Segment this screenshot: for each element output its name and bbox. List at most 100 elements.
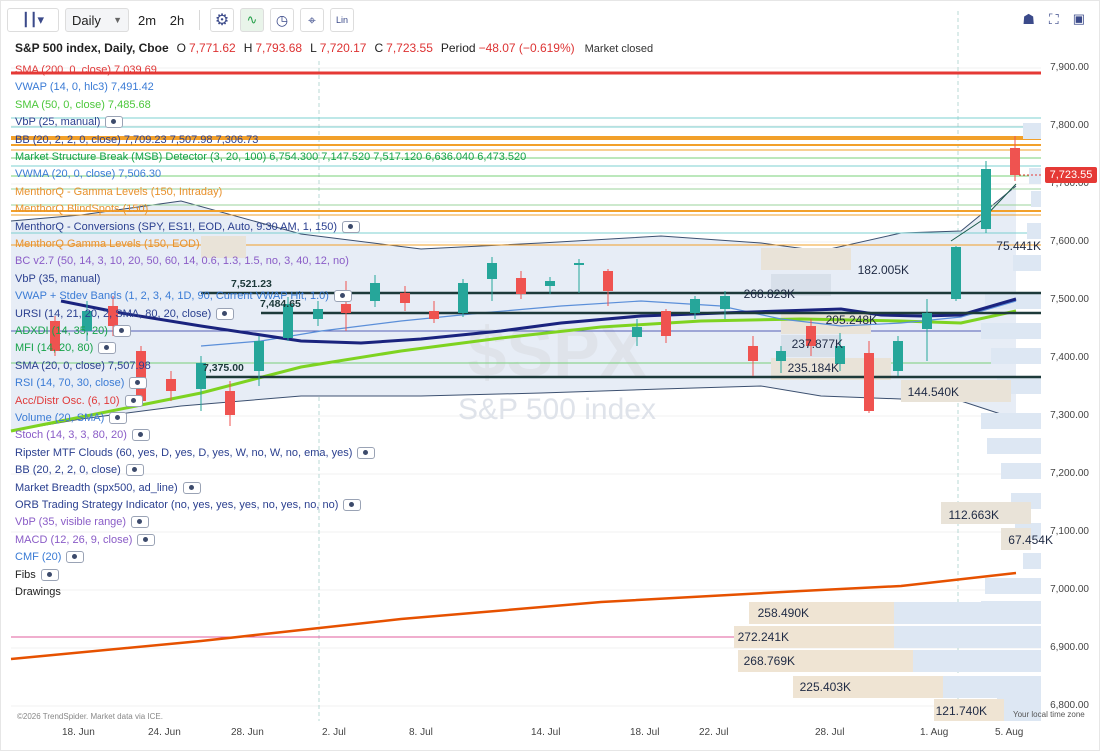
indicator-row[interactable]: SMA (20, 0, close) 7,507.98 (15, 359, 151, 373)
candle-body[interactable] (748, 346, 758, 361)
indicator-row[interactable]: VbP (35, visible range) (15, 515, 150, 529)
candle-body[interactable] (864, 353, 874, 411)
candle-body[interactable] (458, 283, 468, 313)
eye-icon[interactable] (125, 464, 144, 477)
indicator-row[interactable]: VWAP + Stdev Bands (1, 2, 3, 4, 1D, 90, … (15, 289, 352, 303)
interval-2h-button[interactable]: 2h (169, 12, 185, 28)
indicator-row[interactable]: BB (20, 2, 2, 0, close) 7,709.23 7,507.9… (15, 133, 258, 147)
eye-icon[interactable] (129, 377, 148, 390)
candle-body[interactable] (922, 313, 932, 329)
chart-type-button[interactable]: ┃┃▾ (7, 8, 59, 32)
indicator-row[interactable]: ORB Trading Strategy Indicator (no, yes,… (15, 498, 362, 512)
candle-body[interactable] (225, 391, 235, 415)
indicator-row[interactable]: ADXDI (14, 35, 20) (15, 324, 131, 338)
candle-body[interactable] (108, 306, 118, 326)
eye-icon[interactable] (342, 220, 361, 233)
indicator-row[interactable]: Acc/Distr Osc. (6, 10) (15, 394, 143, 408)
candle-body[interactable] (835, 346, 845, 364)
candle-body[interactable] (981, 169, 991, 229)
candle-body[interactable] (574, 263, 584, 265)
candle-body[interactable] (893, 341, 903, 371)
candle-body[interactable] (661, 311, 671, 336)
indicator-row[interactable]: Volume (20, SMA) (15, 411, 128, 425)
indicator-row[interactable]: VWMA (20, 0, close) 7,506.30 (15, 167, 161, 181)
candle-body[interactable] (487, 263, 497, 279)
indicator-row[interactable]: SMA (50, 0, close) 7,485.68 (15, 98, 151, 112)
indicator-row[interactable]: RSI (14, 70, 30, close) (15, 376, 148, 390)
eye-icon[interactable] (124, 394, 143, 407)
candle-body[interactable] (1010, 148, 1020, 175)
eye-icon[interactable] (137, 533, 156, 546)
indicator-row[interactable]: CMF (20) (15, 550, 85, 564)
fullscreen-icon[interactable]: ⛶ (1048, 11, 1059, 27)
eye-icon[interactable] (40, 568, 59, 581)
vwap-line[interactable] (60, 297, 1017, 345)
candle-body[interactable] (776, 351, 786, 361)
interval-select[interactable]: Daily ▼ (65, 8, 129, 32)
candle-body[interactable] (370, 283, 380, 301)
eye-icon[interactable] (216, 307, 235, 320)
indicator-row[interactable]: MenthorQ - Conversions (SPY, ES1!, EOD, … (15, 220, 361, 234)
candle-body[interactable] (196, 363, 206, 389)
candle-body[interactable] (136, 351, 146, 401)
indicator-row[interactable]: MenthorQ - Gamma Levels (150, Intraday) (15, 185, 222, 199)
candle-body[interactable] (166, 379, 176, 391)
indicator-row[interactable]: VbP (35, manual) (15, 272, 100, 286)
replay-button[interactable]: ◷ (270, 8, 294, 32)
indicator-row[interactable]: BC v2.7 (50, 14, 3, 10, 20, 50, 60, 14, … (15, 254, 349, 268)
candle-body[interactable] (429, 311, 439, 319)
indicator-row[interactable]: URSI (14, 21, 20, 2, SMA, 80, 20, close) (15, 307, 235, 321)
eye-icon[interactable] (105, 116, 124, 129)
indicator-row[interactable]: SMA (200, 0, close) 7,039.69 (15, 63, 157, 77)
candle-body[interactable] (516, 278, 526, 294)
candle-body[interactable] (283, 304, 293, 338)
indicator-row[interactable]: Market Structure Break (MSB) Detector (3… (15, 150, 526, 164)
candle-body[interactable] (313, 309, 323, 319)
indicator-row[interactable]: Fibs (15, 568, 59, 582)
sma50-line[interactable] (10, 309, 1017, 433)
eye-icon[interactable] (357, 446, 376, 459)
candle-body[interactable] (603, 271, 613, 291)
eye-icon[interactable] (343, 499, 362, 511)
candle-body[interactable] (341, 304, 351, 313)
indicator-row[interactable]: Stoch (14, 3, 3, 80, 20) (15, 428, 150, 442)
indicator-row[interactable]: MenthorQ BlindSpots (150) (15, 202, 148, 216)
vwma-line[interactable] (200, 300, 1017, 347)
indicator-row[interactable]: BB (20, 2, 2, 0, close) (15, 463, 144, 477)
candle-body[interactable] (50, 321, 60, 351)
robot-icon[interactable]: ☗ (1022, 11, 1035, 27)
sma200-line[interactable] (10, 571, 1017, 661)
candle-body[interactable] (545, 281, 555, 286)
candle-body[interactable] (632, 327, 642, 337)
interval-2m-button[interactable]: 2m (137, 12, 157, 28)
camera-icon[interactable]: ▣ (1072, 11, 1085, 26)
indicator-row[interactable]: Drawings (15, 585, 61, 599)
candle-body[interactable] (82, 311, 92, 331)
candle-body[interactable] (720, 296, 730, 309)
eye-icon[interactable] (131, 516, 150, 529)
candle-body[interactable] (400, 293, 410, 303)
indicator-row[interactable]: Ripster MTF Clouds (60, yes, D, yes, D, … (15, 446, 376, 460)
candle-body[interactable] (690, 299, 700, 313)
indicator-row[interactable]: VbP (25, manual) (15, 115, 124, 129)
indicator-row[interactable]: MACD (12, 26, 9, close) (15, 533, 156, 547)
eye-icon[interactable] (98, 342, 117, 355)
indicator-row[interactable]: MenthorQ Gamma Levels (150, EOD) (15, 237, 200, 251)
candle-body[interactable] (254, 341, 264, 371)
indicators-button[interactable]: ∿ (240, 8, 264, 32)
scale-toggle-button[interactable]: Lin (330, 8, 354, 32)
eye-icon[interactable] (109, 412, 128, 424)
indicator-row[interactable]: VWAP (14, 0, hlc3) 7,491.42 (15, 80, 154, 94)
eye-icon[interactable] (333, 290, 352, 303)
timezone-button[interactable]: Your local time zone (1013, 710, 1085, 719)
indicator-row[interactable]: Market Breadth (spx500, ad_line) (15, 481, 201, 495)
settings-button[interactable]: ⚙ (210, 8, 234, 32)
candle-body[interactable] (806, 326, 816, 346)
crosshair-button[interactable]: ⌖ (300, 8, 324, 32)
indicator-row[interactable]: MFI (14, 20, 80) (15, 341, 117, 355)
eye-icon[interactable] (112, 325, 131, 337)
eye-icon[interactable] (182, 481, 201, 494)
candle-body[interactable] (951, 247, 961, 299)
eye-icon[interactable] (131, 429, 150, 442)
